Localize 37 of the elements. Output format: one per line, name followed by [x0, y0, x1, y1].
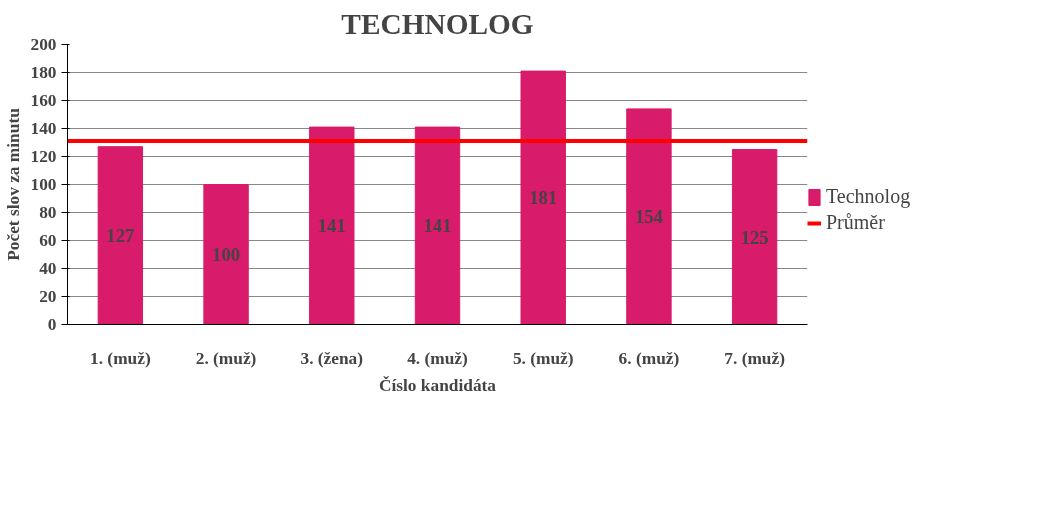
y-tick-label: 60	[39, 231, 57, 250]
y-tick-label: 20	[39, 287, 57, 306]
x-tick-label: 7. (muž)	[724, 348, 786, 368]
bar	[731, 149, 778, 325]
data-label: 127	[106, 225, 135, 247]
data-label: 181	[529, 187, 558, 209]
bar	[414, 126, 461, 325]
data-label: 100	[212, 244, 241, 265]
legend-label: Průměr	[826, 211, 885, 234]
y-tick-label: 100	[30, 175, 57, 194]
bar	[309, 126, 355, 325]
y-tick-label: 180	[30, 63, 57, 82]
data-label: 125	[740, 226, 769, 248]
y-tick-label: 40	[39, 259, 57, 278]
y-tick-label: 0	[47, 315, 57, 334]
y-tick-label: 140	[30, 119, 57, 138]
x-tick-label: 5. (muž)	[512, 348, 574, 368]
chart-title: TECHNOLOG	[341, 7, 534, 40]
data-label: 154	[634, 206, 663, 228]
x-axis-title: Číslo kandidáta	[379, 375, 497, 395]
x-tick-label: 4. (muž)	[407, 348, 469, 368]
x-tick-label: 2. (muž)	[195, 348, 257, 368]
y-tick-label: 200	[30, 35, 57, 54]
y-tick-label: 80	[39, 203, 57, 222]
x-tick-label: 6. (muž)	[618, 348, 680, 368]
y-tick-label: 160	[30, 91, 57, 110]
data-label: 141	[423, 215, 452, 237]
y-tick-label: 120	[30, 147, 57, 166]
data-label: 141	[317, 215, 346, 237]
y-axis-title: Počet slov za minutu	[3, 107, 23, 261]
bar	[97, 146, 144, 325]
bar	[520, 70, 566, 325]
legend-label: Technolog	[826, 185, 911, 208]
bar	[203, 184, 249, 325]
x-tick-label: 1. (muž)	[90, 348, 151, 368]
bar	[626, 108, 672, 325]
x-tick-label: 3. (žena)	[300, 348, 364, 368]
